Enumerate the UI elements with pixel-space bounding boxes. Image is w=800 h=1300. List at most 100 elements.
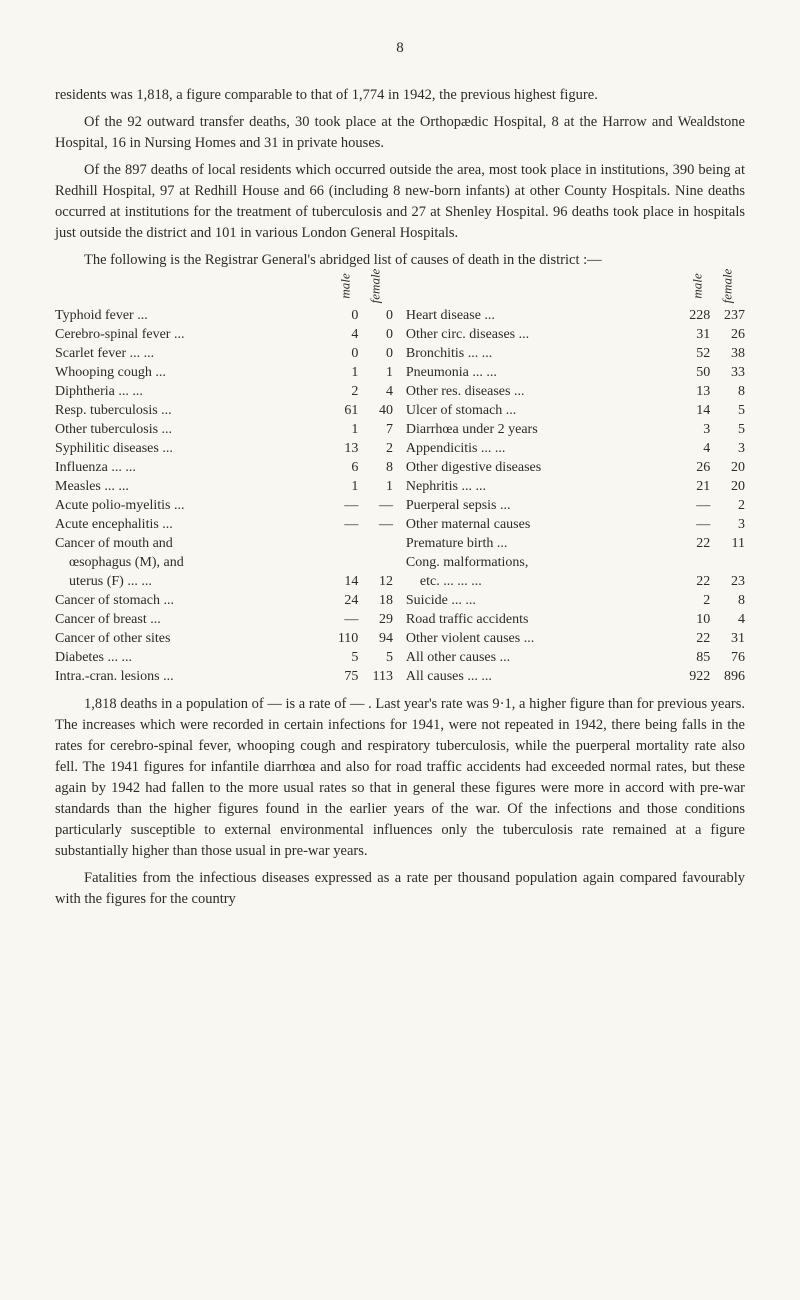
female-count: 2 bbox=[358, 439, 393, 458]
male-count bbox=[331, 553, 358, 572]
cause-label: Cong. malformations, bbox=[406, 553, 683, 572]
table-header-row: male female male female bbox=[55, 279, 745, 306]
female-count: 29 bbox=[358, 610, 393, 629]
female-count: 0 bbox=[358, 325, 393, 344]
female-count: 20 bbox=[710, 477, 745, 496]
female-count: 11 bbox=[710, 534, 745, 553]
female-count: 3 bbox=[710, 515, 745, 534]
table-row: Cancer of stomach ...2418Suicide ... ...… bbox=[55, 591, 745, 610]
header-female-left: female bbox=[358, 279, 393, 306]
female-count: 5 bbox=[710, 401, 745, 420]
cause-label: Acute polio-myelitis ... bbox=[55, 496, 331, 515]
cause-label: etc. ... ... ... bbox=[406, 572, 683, 591]
male-count bbox=[683, 553, 710, 572]
cause-label: Acute encephalitis ... bbox=[55, 515, 331, 534]
paragraph-3: Of the 897 deaths of local residents whi… bbox=[55, 160, 745, 244]
causes-table: male female male female Typhoid fever ..… bbox=[55, 279, 745, 686]
paragraph-6: Fatalities from the infectious diseases … bbox=[55, 868, 745, 910]
male-count: 228 bbox=[683, 306, 710, 325]
male-count: 61 bbox=[331, 401, 358, 420]
table-row: Cancer of other sites11094Other violent … bbox=[55, 629, 745, 648]
male-count: 50 bbox=[683, 363, 710, 382]
cause-label: Cancer of mouth and bbox=[55, 534, 331, 553]
female-count: 5 bbox=[710, 420, 745, 439]
female-count: 1 bbox=[358, 363, 393, 382]
male-count: 2 bbox=[683, 591, 710, 610]
cause-label: Intra.-cran. lesions ... bbox=[55, 667, 331, 686]
table-row: Resp. tuberculosis ...6140Ulcer of stoma… bbox=[55, 401, 745, 420]
male-count: 5 bbox=[331, 648, 358, 667]
female-count bbox=[358, 534, 393, 553]
female-count: 23 bbox=[710, 572, 745, 591]
cause-label: Other digestive diseases bbox=[406, 458, 683, 477]
male-count: 31 bbox=[683, 325, 710, 344]
cause-label: Other maternal causes bbox=[406, 515, 683, 534]
cause-label: Appendicitis ... ... bbox=[406, 439, 683, 458]
female-count: 31 bbox=[710, 629, 745, 648]
cause-label: Bronchitis ... ... bbox=[406, 344, 683, 363]
female-count: 2 bbox=[710, 496, 745, 515]
male-count: 1 bbox=[331, 363, 358, 382]
cause-label: Other tuberculosis ... bbox=[55, 420, 331, 439]
table-row: Typhoid fever ...00Heart disease ...2282… bbox=[55, 306, 745, 325]
male-count: 3 bbox=[683, 420, 710, 439]
male-count: 110 bbox=[331, 629, 358, 648]
female-count: 0 bbox=[358, 306, 393, 325]
female-count: 3 bbox=[710, 439, 745, 458]
cause-label: Typhoid fever ... bbox=[55, 306, 331, 325]
male-count: 0 bbox=[331, 344, 358, 363]
table-row: Diabetes ... ...55All other causes ...85… bbox=[55, 648, 745, 667]
cause-label: Pneumonia ... ... bbox=[406, 363, 683, 382]
cause-label: Other res. diseases ... bbox=[406, 382, 683, 401]
cause-label: Resp. tuberculosis ... bbox=[55, 401, 331, 420]
male-count: 6 bbox=[331, 458, 358, 477]
table-row: Intra.-cran. lesions ...75113All causes … bbox=[55, 667, 745, 686]
female-count: 0 bbox=[358, 344, 393, 363]
cause-label: Syphilitic diseases ... bbox=[55, 439, 331, 458]
cause-label: Heart disease ... bbox=[406, 306, 683, 325]
cause-label: Premature birth ... bbox=[406, 534, 683, 553]
female-count: 8 bbox=[358, 458, 393, 477]
cause-label: Road traffic accidents bbox=[406, 610, 683, 629]
cause-label: Cancer of other sites bbox=[55, 629, 331, 648]
table-row: Cancer of breast ...—29Road traffic acci… bbox=[55, 610, 745, 629]
page: 8 residents was 1,818, a figure comparab… bbox=[0, 0, 800, 1300]
cause-label: Ulcer of stomach ... bbox=[406, 401, 683, 420]
male-count: — bbox=[683, 496, 710, 515]
male-count: 22 bbox=[683, 534, 710, 553]
causes-table-wrap: male female male female Typhoid fever ..… bbox=[55, 279, 745, 686]
male-count: — bbox=[331, 515, 358, 534]
male-count: 1 bbox=[331, 477, 358, 496]
male-count: — bbox=[331, 496, 358, 515]
male-count: — bbox=[683, 515, 710, 534]
male-count: 14 bbox=[331, 572, 358, 591]
table-row: œsophagus (M), andCong. malformations, bbox=[55, 553, 745, 572]
female-count: 26 bbox=[710, 325, 745, 344]
table-row: Syphilitic diseases ...132Appendicitis .… bbox=[55, 439, 745, 458]
cause-label: Cancer of breast ... bbox=[55, 610, 331, 629]
female-count: 18 bbox=[358, 591, 393, 610]
female-count bbox=[358, 553, 393, 572]
female-count: 1 bbox=[358, 477, 393, 496]
female-count: 8 bbox=[710, 382, 745, 401]
table-row: Whooping cough ...11Pneumonia ... ...503… bbox=[55, 363, 745, 382]
table-row: Diphtheria ... ...24Other res. diseases … bbox=[55, 382, 745, 401]
female-count: — bbox=[358, 496, 393, 515]
cause-label: Nephritis ... ... bbox=[406, 477, 683, 496]
male-count: 922 bbox=[683, 667, 710, 686]
male-count: 22 bbox=[683, 572, 710, 591]
male-count bbox=[331, 534, 358, 553]
female-count: 113 bbox=[358, 667, 393, 686]
header-male-left: male bbox=[331, 279, 358, 306]
male-count: 14 bbox=[683, 401, 710, 420]
female-count: 8 bbox=[710, 591, 745, 610]
male-count: 1 bbox=[331, 420, 358, 439]
cause-label: Diphtheria ... ... bbox=[55, 382, 331, 401]
male-count: 2 bbox=[331, 382, 358, 401]
cause-label: All other causes ... bbox=[406, 648, 683, 667]
paragraph-1: residents was 1,818, a figure comparable… bbox=[55, 85, 745, 106]
female-count: 7 bbox=[358, 420, 393, 439]
female-count: 94 bbox=[358, 629, 393, 648]
table-row: Acute polio-myelitis ...——Puerperal seps… bbox=[55, 496, 745, 515]
header-male-right: male bbox=[683, 279, 710, 306]
